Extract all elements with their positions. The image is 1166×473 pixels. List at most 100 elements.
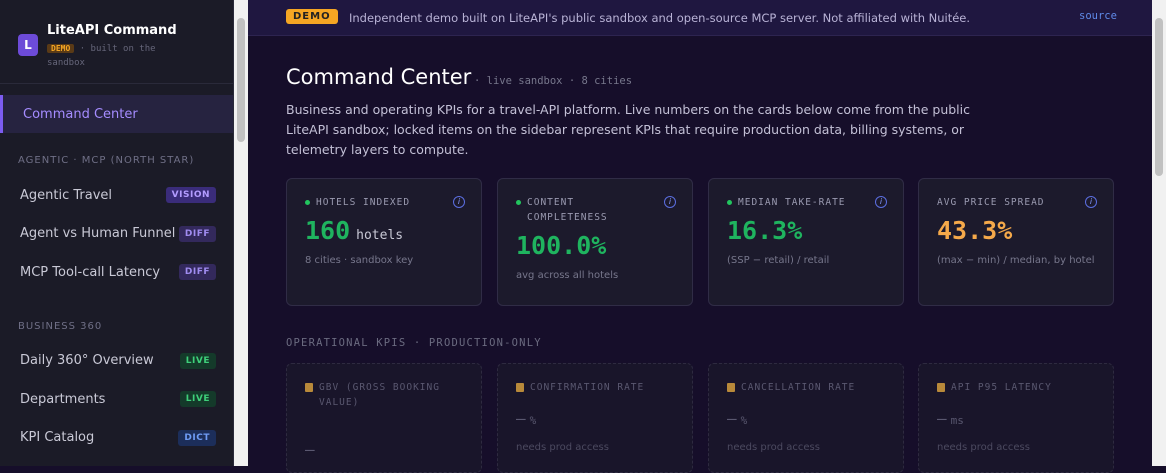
kpi-label-row: HOTELS INDEXED: [305, 195, 463, 210]
lock-icon: [937, 383, 945, 392]
brand-badge: DEMO: [47, 44, 75, 53]
kpi-label: CONTENT COMPLETENESS: [527, 197, 608, 223]
locked-card: API P95 LATENCY — ms needs prod access: [918, 363, 1114, 473]
nav-label: Daily 360° Overview: [20, 353, 154, 368]
kpi-sub: (max − min) / median, by hotel: [937, 255, 1095, 266]
source-link[interactable]: source: [1079, 10, 1117, 22]
scrollbar: [1152, 0, 1166, 466]
kpi-label-row: MEDIAN TAKE-RATE: [727, 195, 885, 210]
locked-label: CONFIRMATION RATE: [530, 382, 645, 393]
locked-label-row: API P95 LATENCY: [937, 380, 1095, 395]
locked-value: —: [305, 440, 315, 459]
kpi-sub: (SSP − retail) / retail: [727, 255, 830, 266]
lock-icon: [305, 383, 313, 392]
lock-icon: [727, 383, 735, 392]
kpi-label: MEDIAN TAKE-RATE: [738, 197, 846, 208]
lock-icon: [516, 383, 524, 392]
locked-unit: %: [529, 414, 537, 427]
locked-label-row: CANCELLATION RATE: [727, 380, 885, 395]
locked-label-row: GBV (GROSS BOOKING VALUE): [305, 380, 463, 410]
nav-tag: DICT: [178, 429, 216, 446]
brand: LiteAPI Command: [47, 23, 177, 38]
tagline: · built on the sandbox: [47, 44, 156, 68]
nav-label: Departments: [20, 391, 106, 407]
nav-item-active[interactable]: Command Center: [0, 95, 233, 133]
kpi-value-row: 43.3%: [937, 216, 1095, 245]
kpi-value: 43.3%: [937, 216, 1013, 245]
info-icon[interactable]: i: [453, 196, 465, 208]
nav-section-title: BUSINESS 360: [18, 320, 103, 332]
info-icon[interactable]: i: [875, 196, 887, 208]
nav-item[interactable]: Daily 360° Overview LIVE: [0, 342, 233, 380]
kpi-label: AVG PRICE SPREAD: [937, 197, 1045, 208]
kpi-card: AVG PRICE SPREAD i 43.3% (max − min) / medi…: [918, 178, 1114, 306]
nav-item[interactable]: Agentic Travel VISION: [0, 176, 233, 214]
nav-item[interactable]: MCP Tool-call Latency DIFF: [0, 253, 233, 291]
scroll-thumb: [1155, 18, 1163, 176]
kpi-value-row: 160 hotels: [305, 216, 463, 245]
banner-text: Independent demo built on LiteAPI's publ…: [349, 11, 971, 25]
scrollbar: [234, 0, 248, 466]
nav-section-title: AGENTIC · MCP (NORTH STAR): [18, 155, 195, 166]
nav-item[interactable]: Departments LIVE: [0, 380, 233, 418]
info-icon[interactable]: i: [1085, 196, 1097, 208]
locked-sub: needs prod access: [727, 442, 820, 453]
banner: DEMO Independent demo built on LiteAPI's…: [248, 0, 1152, 36]
locked-sub: needs prod access: [937, 442, 1030, 453]
kpi-value: 160: [305, 216, 351, 245]
sidebar: L LiteAPI Command DEMO · built on the sa…: [0, 0, 234, 466]
kpi-sub: avg across all hotels: [516, 270, 619, 281]
locked-value-row: —%: [727, 409, 885, 428]
divider: [0, 83, 233, 84]
nav-item[interactable]: Data LineageLIVE: [0, 457, 233, 466]
info-icon[interactable]: i: [664, 196, 676, 208]
locked-value-row: — ms: [937, 409, 1095, 428]
nav-tag: VISION: [165, 187, 216, 203]
locked-card: CONFIRMATION RATE —% needs prod access: [497, 363, 693, 473]
kpi-label: HOTELS INDEXED: [316, 197, 411, 208]
status-dot: [305, 200, 310, 205]
tagline-wrap: DEMO · built on the sandbox: [47, 42, 197, 70]
nav-label: Agentic Travel: [20, 187, 113, 203]
locked-label: GBV (GROSS BOOKING VALUE): [319, 382, 440, 408]
locked-value: —: [727, 409, 737, 428]
scroll-thumb: [237, 18, 245, 142]
nav-tag: LIVE: [179, 391, 216, 407]
section-title: OPERATIONAL KPIS · PRODUCTION-ONLY: [286, 337, 542, 349]
locked-value-row: —: [305, 440, 463, 459]
kpi-unit: hotels: [356, 228, 404, 243]
nav-label: Agent vs Human Funnel: [20, 226, 176, 241]
status-dot: [516, 200, 521, 205]
page-meta: · live sandbox · 8 cities: [474, 75, 633, 87]
locked-value: —: [937, 409, 947, 428]
nav-tag: LIVE: [179, 352, 216, 369]
locked-value: —: [516, 409, 526, 428]
page-title: Command Center: [286, 65, 472, 89]
nav-item[interactable]: Agent vs Human Funnel DIFF: [0, 215, 233, 253]
locked-card: CANCELLATION RATE —% needs prod access: [708, 363, 904, 473]
kpi-value-row: 16.3%: [727, 216, 885, 245]
demo-badge: DEMO: [286, 9, 338, 24]
locked-label: API P95 LATENCY: [951, 382, 1052, 393]
locked-label: CANCELLATION RATE: [741, 382, 856, 393]
nav-label: MCP Tool-call Latency: [20, 264, 161, 280]
locked-sub: needs prod access: [516, 442, 609, 453]
logo: L: [18, 34, 38, 56]
nav-label: KPI Catalog: [20, 430, 95, 445]
page-description: Business and operating KPIs for a travel…: [286, 102, 971, 157]
locked-label-row: CONFIRMATION RATE: [516, 380, 674, 395]
status-dot: [727, 200, 732, 205]
nav-tag: DIFF: [178, 225, 216, 242]
kpi-value: 100.0%: [516, 231, 607, 260]
kpi-value-row: 100.0%: [516, 231, 674, 260]
locked-unit: %: [740, 414, 748, 427]
kpi-label-row: CONTENT COMPLETENESS: [516, 195, 674, 225]
nav-tag: DIFF: [178, 264, 216, 280]
kpi-card: HOTELS INDEXED i 160 hotels 8 cities · sandb…: [286, 178, 482, 306]
kpi-card: MEDIAN TAKE-RATE i 16.3% (SSP − retail) / r…: [708, 178, 904, 306]
kpi-card: CONTENT COMPLETENESS i 100.0% avg across al…: [497, 178, 693, 306]
locked-unit: ms: [950, 414, 964, 427]
nav-item[interactable]: KPI Catalog DICT: [0, 419, 233, 457]
locked-card: GBV (GROSS BOOKING VALUE) —: [286, 363, 482, 473]
